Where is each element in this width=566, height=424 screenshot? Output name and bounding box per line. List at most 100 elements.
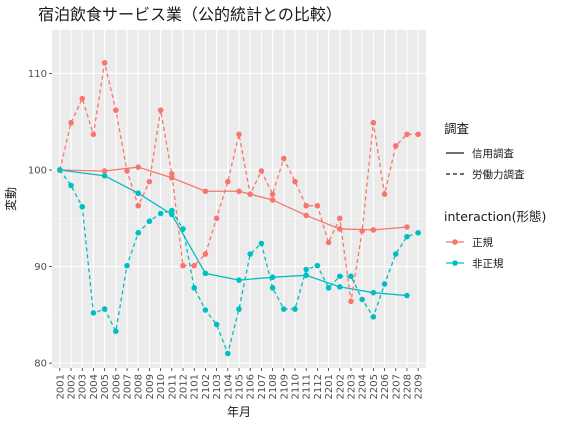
data-point [225, 178, 231, 185]
x-tick-label: 2103 [212, 374, 223, 399]
data-point [258, 240, 265, 247]
x-tick-label: 2209 [414, 374, 425, 399]
data-point [348, 298, 354, 305]
data-point [404, 233, 410, 240]
y-tick-label: 90 [34, 262, 47, 273]
x-tick-label: 2012 [179, 374, 190, 399]
data-point [135, 202, 142, 209]
data-point [258, 168, 265, 174]
x-tick-label: 2110 [290, 374, 301, 399]
x-tick-label: 2004 [89, 374, 100, 399]
data-point [180, 226, 186, 232]
data-point [101, 60, 108, 66]
x-tick-label: 2208 [402, 374, 413, 399]
data-point [191, 285, 198, 291]
data-point [213, 321, 220, 328]
data-point [336, 273, 343, 280]
data-point [370, 314, 377, 320]
x-tick-label: 2202 [335, 374, 346, 399]
legend-key-seiki-point [452, 239, 458, 245]
data-point [135, 190, 142, 197]
data-point [202, 270, 209, 277]
data-point [202, 188, 209, 195]
data-point [202, 251, 209, 257]
x-tick-label: 2105 [235, 374, 246, 399]
data-point [370, 119, 377, 126]
data-point [336, 226, 343, 232]
data-point [135, 230, 142, 236]
data-point [101, 173, 108, 179]
x-tick-label: 2001 [55, 374, 66, 399]
x-tick-label: 2203 [346, 374, 357, 399]
data-point [392, 251, 399, 257]
x-tick-label: 2108 [268, 374, 279, 399]
series-points [57, 60, 421, 357]
data-point [68, 119, 74, 126]
data-point [404, 292, 410, 299]
x-tick-label: 2101 [190, 374, 201, 399]
x-tick-label: 2011 [167, 374, 178, 399]
x-tick-label: 2109 [279, 374, 290, 399]
x-tick-label: 2007 [123, 374, 134, 399]
data-point [415, 131, 421, 138]
data-point [415, 230, 421, 236]
data-point [370, 227, 377, 233]
data-point [336, 284, 343, 290]
x-tick-label: 2112 [313, 374, 324, 399]
data-point [202, 307, 209, 313]
series-line-2 [59, 62, 419, 302]
data-point [236, 306, 242, 312]
x-tick-label: 2106 [246, 374, 257, 399]
data-point [404, 224, 410, 230]
data-point [180, 262, 186, 269]
data-point [247, 191, 253, 197]
chart-title: 宿泊飲食サービス業（公的統計との比較） [38, 5, 342, 24]
data-point [381, 191, 388, 197]
data-point [336, 215, 343, 222]
legend-label-shinyo: 信用調査 [472, 147, 514, 160]
y-axis: 80 90 100 110 [28, 69, 52, 370]
data-point [292, 306, 298, 312]
data-point [236, 277, 242, 283]
x-tick-label: 2201 [324, 374, 335, 399]
data-point [359, 228, 365, 234]
data-point [191, 262, 198, 269]
x-tick-label: 2006 [111, 374, 122, 399]
data-point [359, 296, 365, 303]
y-axis-title: 変動 [3, 187, 18, 211]
legend-key-hiseiki-point [452, 260, 458, 266]
data-point [269, 285, 276, 291]
data-point [314, 202, 321, 209]
data-point [169, 211, 175, 218]
data-point [169, 174, 175, 181]
series-line-3 [59, 169, 419, 356]
data-point [280, 155, 287, 162]
data-point [113, 328, 119, 335]
x-tick-label: 2003 [78, 374, 89, 399]
data-point [236, 188, 242, 195]
data-point [280, 306, 287, 312]
x-tick-label: 2205 [369, 374, 380, 399]
x-tick-label: 2204 [358, 374, 369, 399]
data-point [370, 289, 377, 296]
data-point [68, 182, 74, 189]
data-point [113, 107, 119, 113]
legend-survey: 調査 信用調査 労働力調査 [444, 121, 525, 181]
x-tick-label: 2008 [134, 374, 145, 399]
x-tick-label: 2002 [67, 374, 78, 399]
data-point [392, 143, 399, 149]
x-tick-label: 2009 [145, 374, 156, 399]
data-point [57, 167, 63, 173]
data-point [303, 272, 309, 279]
data-point [169, 207, 175, 214]
data-point [292, 178, 298, 185]
y-tick-label: 110 [28, 69, 47, 80]
legend-label-hiseiki: 非正規 [472, 258, 504, 270]
x-tick-label: 2104 [223, 374, 234, 399]
data-point [135, 164, 142, 170]
data-point [325, 239, 332, 246]
data-point [79, 203, 86, 210]
data-point [269, 191, 276, 197]
legend-survey-title: 調査 [444, 121, 470, 136]
